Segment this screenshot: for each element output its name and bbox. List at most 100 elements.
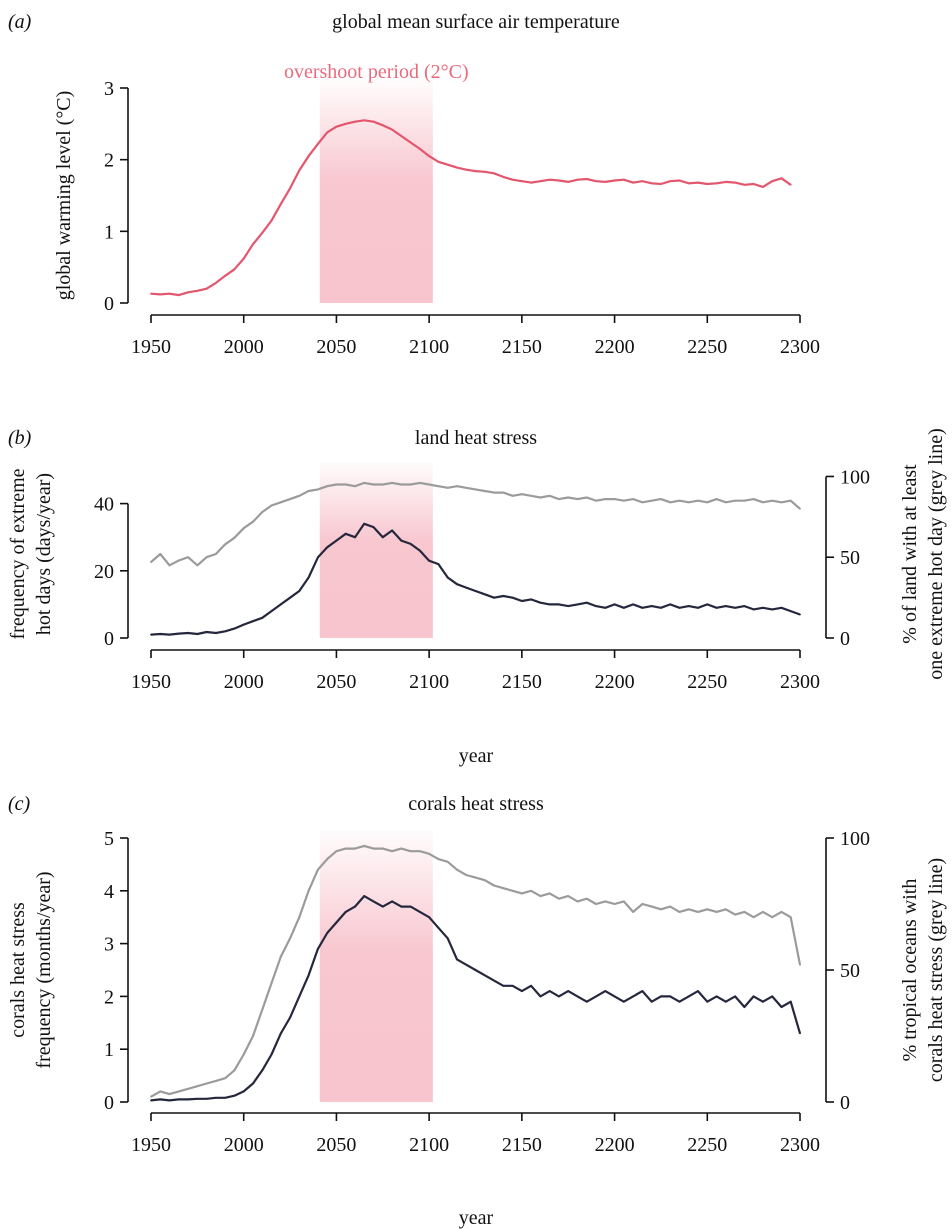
y-tick-label: 3: [104, 934, 114, 956]
series-point: [483, 974, 486, 977]
series-point: [789, 916, 792, 919]
series-point: [400, 905, 403, 908]
x-axis-label: year: [459, 1207, 494, 1229]
series-point: [650, 182, 653, 185]
series-point: [548, 494, 551, 497]
series-point: [446, 937, 449, 940]
series-point: [724, 501, 727, 504]
series-point: [743, 911, 746, 913]
y-axis-right-label-line: % tropical oceans with: [899, 879, 921, 1062]
series-point: [344, 532, 347, 535]
series-point: [168, 1093, 171, 1095]
series-point: [632, 911, 635, 913]
series-point: [279, 1032, 282, 1035]
y-tick-label: 2: [104, 986, 114, 1008]
series-point: [706, 183, 709, 185]
overshoot-band: [319, 462, 433, 638]
series-point: [279, 203, 282, 206]
series-point: [539, 601, 542, 604]
series-point: [558, 603, 560, 606]
series-point: [520, 892, 523, 895]
series-point: [326, 131, 329, 134]
series-point: [196, 564, 199, 567]
series-point: [307, 974, 310, 977]
series-point: [520, 990, 523, 993]
series-point: [669, 603, 672, 606]
series-point: [678, 499, 681, 502]
x-tick-label: 2200: [595, 671, 635, 693]
series-point: [567, 605, 570, 607]
series-point: [465, 168, 468, 171]
x-tick-label: 2200: [595, 1134, 635, 1156]
series-point: [734, 606, 736, 609]
series-point: [150, 292, 152, 295]
series-point: [391, 482, 393, 484]
series-point: [604, 606, 607, 609]
series-point: [215, 553, 217, 555]
series-point: [687, 605, 690, 607]
series-point: [585, 178, 588, 180]
y-axis-label: frequency of extreme hot days (days/year): [7, 468, 55, 639]
series-point: [456, 958, 458, 961]
y-axis-right-label-line: % of land with at least: [899, 464, 921, 644]
series-line-grey: [150, 481, 801, 567]
series-point: [660, 183, 662, 185]
y-tick-label: 20: [94, 561, 114, 583]
series-point: [363, 895, 366, 897]
series-point: [595, 605, 597, 607]
series-point: [789, 183, 792, 186]
series-point: [279, 501, 282, 504]
y-right-tick-label: 50: [840, 547, 860, 569]
series-point: [493, 596, 495, 599]
series-point: [177, 294, 180, 297]
series-point: [391, 850, 393, 853]
series-point: [428, 155, 431, 157]
x-tick-label: 2250: [687, 1134, 727, 1156]
y-axis-label-line: corals heat stress: [7, 902, 29, 1038]
series-point: [641, 990, 644, 993]
series-point: [715, 995, 718, 998]
series-point: [613, 995, 616, 998]
series-point: [678, 1000, 681, 1003]
series-point: [660, 908, 662, 911]
series-point: [687, 182, 690, 185]
series-point: [391, 529, 393, 532]
series-point: [344, 122, 347, 125]
series-point: [418, 911, 421, 913]
series-point: [585, 897, 588, 900]
series-point: [567, 990, 570, 993]
series-point: [752, 183, 755, 185]
series-point: [650, 1000, 653, 1003]
series-point: [196, 1097, 199, 1100]
series-point: [669, 501, 672, 504]
series-point: [799, 613, 801, 616]
series-point: [372, 900, 375, 903]
series-point: [678, 606, 681, 609]
series-point: [187, 632, 189, 634]
series-point: [233, 1094, 236, 1097]
x-tick-label: 2250: [687, 671, 727, 693]
series-point: [150, 633, 152, 636]
series-point: [279, 955, 282, 958]
x-tick-label: 2000: [224, 1134, 264, 1156]
series-point: [539, 496, 542, 499]
series-point: [298, 916, 301, 919]
series-point: [715, 606, 718, 609]
series-point: [780, 177, 783, 180]
series-point: [511, 889, 514, 892]
series-point: [632, 603, 635, 606]
series-point: [437, 485, 440, 488]
series-point: [242, 623, 245, 626]
y-tick-label: 3: [104, 78, 114, 100]
series-point: [585, 1000, 588, 1003]
y-tick-label: 4: [104, 881, 114, 903]
series-point: [205, 1082, 208, 1085]
series-point: [242, 1053, 245, 1056]
series-point: [391, 900, 393, 903]
y-axis-label-line: frequency of extreme: [7, 468, 29, 639]
series-point: [187, 556, 189, 559]
series-point: [326, 932, 329, 934]
series-point: [372, 847, 375, 850]
series-point: [409, 850, 412, 853]
